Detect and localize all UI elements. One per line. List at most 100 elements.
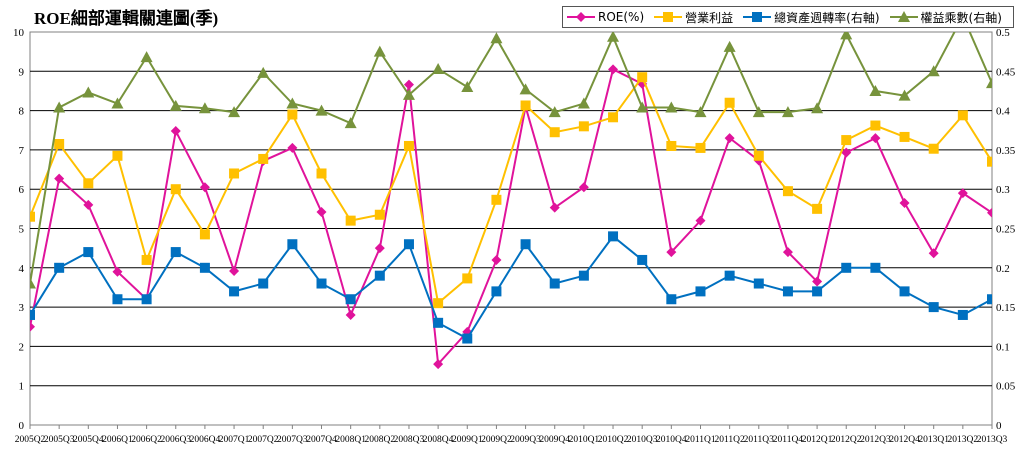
series-4-point — [30, 277, 36, 289]
x-tick-label: 2005Q2 — [15, 435, 46, 445]
series-1-point — [199, 182, 210, 193]
x-tick-label: 2010Q1 — [569, 435, 600, 445]
legend-swatch — [743, 12, 772, 22]
series-4-point — [781, 106, 794, 118]
x-tick-label: 2006Q3 — [160, 435, 191, 445]
series-3-point — [695, 286, 706, 297]
series-3-point — [724, 270, 735, 281]
series-4-point — [811, 102, 824, 114]
right-axis-tick-label: 0.4 — [996, 106, 1010, 118]
series-3-point — [54, 262, 65, 273]
series-4-point — [927, 65, 940, 77]
left-axis-tick-label: 3 — [19, 302, 25, 314]
x-tick-label: 2010Q2 — [598, 435, 629, 445]
series-1-point — [83, 199, 94, 210]
series-3-point — [870, 262, 881, 273]
x-tick-label: 2005Q3 — [44, 435, 75, 445]
series-1-point — [30, 321, 35, 332]
x-tick-label: 2012Q2 — [831, 435, 862, 445]
series-4-point — [986, 77, 992, 89]
series-1-point — [899, 197, 910, 208]
x-tick-label: 2011Q2 — [715, 435, 746, 445]
right-axis-tick-label: 0.35 — [996, 145, 1016, 157]
series-2-point — [841, 135, 852, 146]
series-1-point — [549, 202, 560, 213]
series-2-point — [316, 168, 327, 179]
series-1-point — [870, 133, 881, 144]
legend-label: 總資產週轉率(右軸) — [774, 10, 880, 25]
series-4-line — [30, 32, 992, 284]
x-tick-label: 2013Q1 — [918, 435, 949, 445]
series-2-point — [899, 131, 910, 142]
series-2-point — [30, 211, 35, 222]
series-1-line — [30, 67, 992, 367]
series-1-point — [170, 126, 181, 137]
series-4-point — [373, 45, 386, 57]
series-4-point — [53, 101, 66, 113]
series-1-point — [578, 182, 589, 193]
series-2-point — [987, 156, 992, 167]
x-tick-label: 2007Q1 — [219, 435, 250, 445]
series-4-point — [315, 104, 328, 116]
series-3-point — [812, 286, 823, 297]
series-2 — [30, 72, 992, 309]
series-2-point — [549, 127, 560, 138]
left-axis-tick-label: 9 — [19, 66, 25, 78]
series-1-point — [403, 79, 414, 90]
x-tick-label: 2008Q2 — [365, 435, 396, 445]
series-2-point — [753, 150, 764, 161]
x-tick-label: 2008Q3 — [394, 435, 425, 445]
x-tick-label: 2011Q4 — [773, 435, 804, 445]
series-2-point — [112, 150, 123, 161]
x-tick-label: 2013Q3 — [977, 435, 1008, 445]
series-3-point — [403, 239, 414, 250]
x-tick-label: 2007Q2 — [248, 435, 279, 445]
series-1-point — [229, 265, 240, 276]
legend-swatch — [567, 12, 595, 22]
series-2-point — [578, 121, 589, 132]
series-2-point — [491, 194, 502, 205]
left-axis-tick-label: 1 — [19, 381, 25, 393]
x-tick-label: 2013Q2 — [948, 435, 979, 445]
x-tick-label: 2012Q1 — [802, 435, 833, 445]
series-4-point — [169, 99, 182, 111]
series-4-point — [694, 106, 707, 118]
series-1-point — [112, 266, 123, 277]
x-tick-label: 2009Q2 — [481, 435, 512, 445]
x-tick-label: 2012Q4 — [889, 435, 920, 445]
series-2-point — [928, 143, 939, 154]
series-1-point — [491, 254, 502, 265]
series-4-point — [869, 84, 882, 96]
series-3-point — [170, 247, 181, 258]
series-2-point — [403, 140, 414, 151]
series-3-point — [374, 270, 385, 281]
x-tick-label: 2008Q4 — [423, 435, 454, 445]
series-3-point — [345, 294, 356, 305]
series-4-point — [111, 97, 124, 109]
series-2-point — [374, 209, 385, 220]
series-3-point — [520, 239, 531, 250]
series-3-point — [841, 262, 852, 273]
series-4-point — [490, 32, 503, 44]
series-1-point — [666, 247, 677, 258]
series-2-point — [637, 72, 648, 83]
right-axis-tick-label: 0.5 — [996, 27, 1010, 39]
left-axis-tick-label: 4 — [19, 263, 25, 275]
series-1-point — [608, 64, 619, 75]
right-axis-tick-label: 0.2 — [996, 263, 1010, 275]
series-1-point — [957, 188, 968, 199]
series-3-point — [666, 294, 677, 305]
x-tick-label: 2006Q4 — [190, 435, 221, 445]
series-3-point — [112, 294, 123, 305]
series-2-point — [812, 203, 823, 214]
series-2-point — [666, 140, 677, 151]
series-1 — [30, 64, 992, 370]
series-4-point — [82, 86, 95, 98]
series-3-point — [258, 278, 269, 289]
series-3-point — [549, 278, 560, 289]
right-axis-tick-label: 0.15 — [996, 302, 1016, 314]
series-1-point — [724, 133, 735, 144]
series-4-point — [344, 117, 357, 129]
chart-title: ROE細部運輯關連圖(季) — [34, 9, 219, 28]
